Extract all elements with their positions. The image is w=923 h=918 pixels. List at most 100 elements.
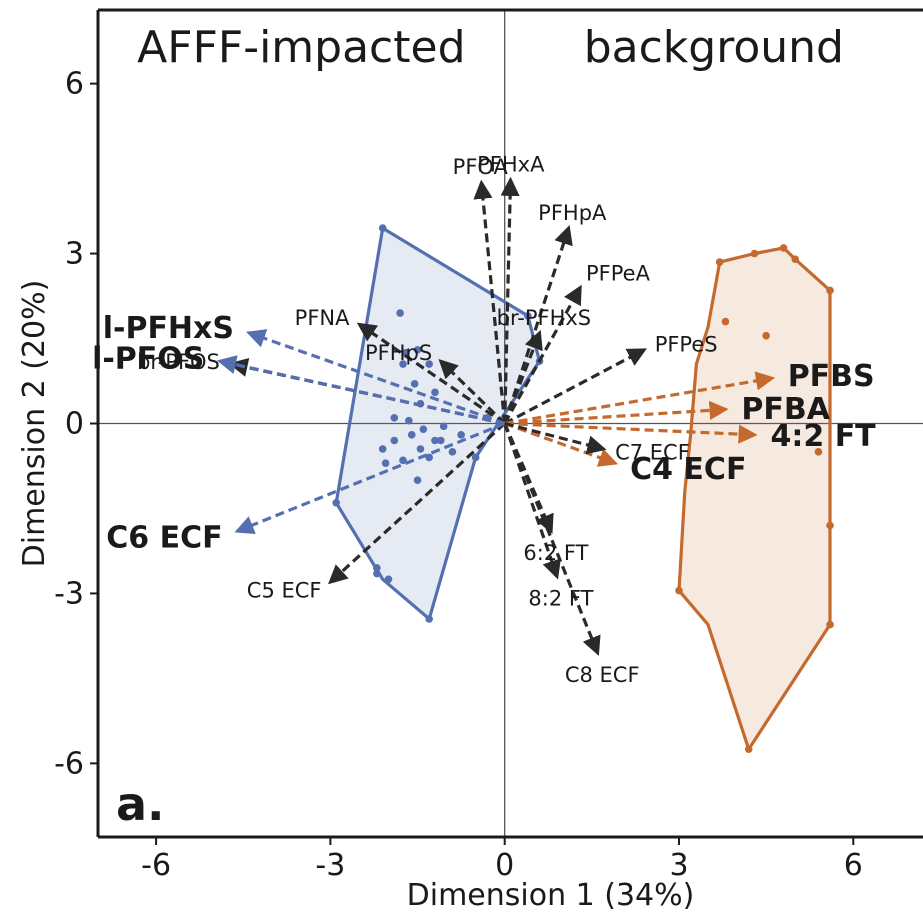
- y-axis-title: Dimension 2 (20%): [17, 280, 52, 568]
- loading-label: C4 ECF: [630, 452, 746, 487]
- loading-label: PFNA: [295, 306, 350, 330]
- loading-arrow: [503, 348, 647, 425]
- sample-point-afff: [416, 445, 425, 453]
- sample-point-afff: [402, 348, 410, 357]
- panel-label: a.: [116, 777, 165, 831]
- sample-point-background: [762, 331, 770, 340]
- sample-point-background: [826, 286, 834, 295]
- loading-arrow: [473, 179, 507, 424]
- sample-point-afff: [448, 448, 457, 456]
- hull-afff: [334, 226, 542, 621]
- sample-point-afff: [431, 388, 439, 397]
- loading-arrow: [356, 322, 506, 425]
- loading-arrow: [503, 422, 561, 580]
- loading-label: PFBA: [741, 392, 830, 427]
- sample-point-afff: [332, 499, 341, 507]
- x-tick-label: 0: [495, 848, 514, 883]
- sample-point-afff: [407, 431, 416, 439]
- x-tick-label: -3: [315, 848, 345, 883]
- sample-point-background: [744, 745, 753, 754]
- loading-arrow: [504, 371, 776, 426]
- hull-background: [677, 246, 832, 751]
- x-tick-label: -6: [141, 848, 171, 883]
- loading-arrow: [500, 176, 520, 424]
- sample-point-afff: [390, 414, 399, 422]
- x-axis-title: Dimension 1 (34%): [407, 878, 695, 913]
- y-tick-label: 3: [65, 237, 84, 272]
- loading-arrow: [234, 422, 506, 535]
- sample-point-afff: [457, 431, 465, 439]
- sample-point-afff: [373, 569, 381, 578]
- sample-point-afff: [436, 436, 445, 445]
- loading-arrow: [503, 422, 601, 656]
- sample-point-afff: [439, 422, 448, 431]
- sample-point-background: [779, 244, 788, 252]
- sample-point-afff: [396, 309, 404, 317]
- loading-label: br-PFOS: [137, 350, 220, 374]
- sample-point-background: [791, 255, 799, 264]
- loading-label: 8:2 FT: [528, 587, 593, 611]
- sample-point-afff: [431, 436, 439, 445]
- loading-label: PFBS: [788, 359, 875, 394]
- loading-arrow: [503, 284, 582, 425]
- loading-label: br-PFHxS: [497, 306, 592, 330]
- loading-arrow: [503, 329, 543, 425]
- sample-point-background: [750, 249, 759, 258]
- loading-label: C6 ECF: [106, 521, 222, 556]
- loading-label: 6:2 FT: [523, 541, 588, 565]
- sample-point-background: [826, 521, 834, 530]
- sample-point-afff: [419, 425, 428, 433]
- loading-label: PFPeS: [655, 333, 718, 357]
- sample-point-background: [814, 448, 823, 456]
- loading-label: PFPeA: [586, 261, 651, 285]
- x-tick-label: 6: [844, 848, 863, 883]
- y-tick-label: 6: [65, 67, 84, 102]
- sample-point-afff: [524, 312, 532, 320]
- loading-arrow: [246, 329, 506, 426]
- sample-point-background: [826, 620, 834, 629]
- sample-point-afff: [399, 456, 407, 465]
- y-tick-label: -6: [54, 746, 84, 781]
- loading-label: PFHpS: [365, 341, 432, 365]
- loading-label: PFHxA: [477, 152, 545, 176]
- loading-label: l-PFOS: [92, 341, 204, 376]
- loading-label: l-PFHxS: [103, 311, 234, 346]
- sample-point-afff: [378, 224, 387, 232]
- loading-arrow: [328, 422, 506, 585]
- sample-point-afff: [425, 615, 433, 623]
- sample-point-afff: [399, 360, 407, 368]
- loading-arrow: [438, 358, 506, 425]
- sample-point-afff: [471, 453, 480, 462]
- loading-label: 4:2 FT: [771, 419, 877, 454]
- loading-arrow: [503, 225, 573, 424]
- loading-label: C7 ECF: [615, 440, 690, 464]
- sample-point-afff: [390, 436, 399, 445]
- sample-point-background: [675, 586, 683, 595]
- sample-point-afff: [413, 476, 422, 484]
- loading-arrow: [216, 355, 506, 426]
- loading-arrow: [504, 400, 729, 426]
- sample-point-afff: [381, 459, 390, 467]
- loading-label: C8 ECF: [565, 663, 640, 687]
- sample-point-afff: [425, 360, 433, 368]
- loading-label: C5 ECF: [247, 579, 322, 603]
- sample-point-background: [715, 258, 724, 266]
- sample-point-afff: [410, 380, 419, 388]
- sample-point-afff: [413, 346, 422, 354]
- sample-point-afff: [373, 564, 381, 572]
- y-tick-label: -3: [54, 576, 84, 611]
- loading-label: PFHpA: [538, 201, 607, 225]
- loading-label: PFOA: [453, 155, 509, 179]
- region-label-background: background: [584, 22, 844, 73]
- group-hulls: [334, 226, 832, 751]
- plot-frame-layer: -6 -3 0 3 6 6 3 0 -3 -6: [54, 8, 923, 883]
- sample-point-afff: [405, 416, 413, 425]
- y-tick-label: 0: [65, 407, 84, 442]
- loading-vectors: [216, 176, 776, 656]
- loading-arrow: [504, 421, 619, 467]
- region-label-afff: AFFF-impacted: [137, 22, 465, 73]
- sample-point-afff: [384, 575, 393, 584]
- x-tick-label: 3: [669, 848, 688, 883]
